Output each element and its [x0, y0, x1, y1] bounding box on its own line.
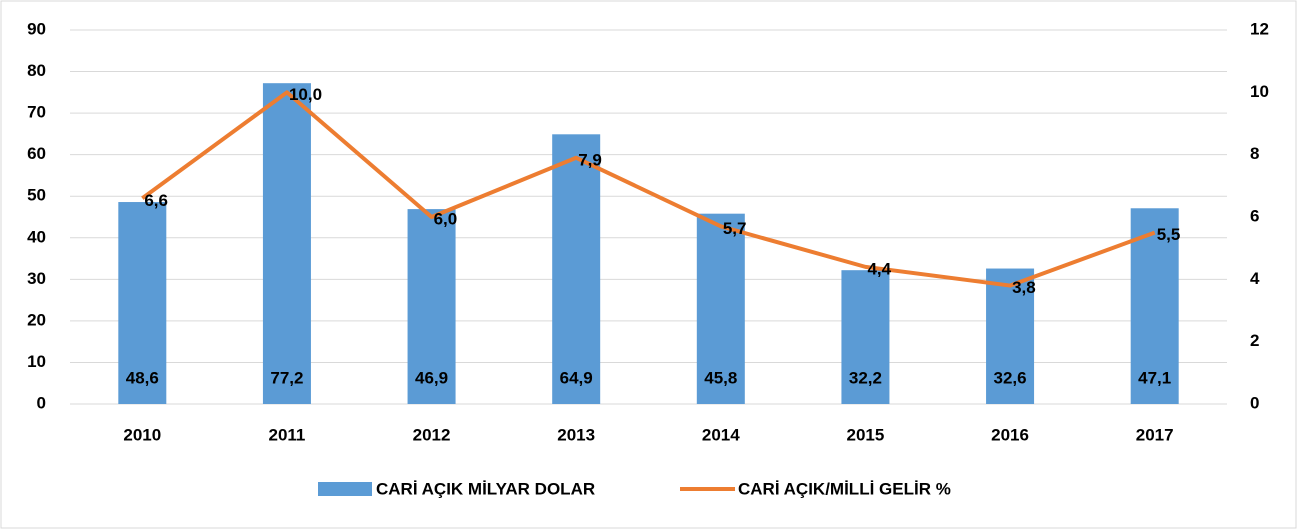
legend-label: CARİ AÇIK MİLYAR DOLAR [376, 479, 595, 498]
y2-tick-label: 4 [1250, 269, 1260, 288]
bar-value-label: 77,2 [270, 368, 303, 387]
line-value-label: 7,9 [578, 150, 602, 169]
bar-value-label: 46,9 [415, 368, 448, 387]
x-tick-label: 2014 [702, 425, 740, 444]
line-value-label: 6,6 [144, 191, 168, 210]
bar [841, 270, 890, 404]
line [141, 90, 1156, 288]
legend-label: CARİ AÇIK/MİLLİ GELİR % [738, 479, 951, 498]
x-tick-label: 2012 [413, 425, 451, 444]
y2-tick-label: 0 [1250, 393, 1259, 412]
line-value-label: 3,8 [1012, 278, 1036, 297]
bar-value-label: 45,8 [704, 368, 737, 387]
bar [552, 134, 601, 404]
bar-value-label: 32,6 [994, 368, 1027, 387]
line-value-label: 4,4 [867, 259, 891, 278]
x-tick-label: 2011 [268, 425, 305, 444]
line-value-label: 6,0 [434, 209, 458, 228]
y2-tick-label: 8 [1250, 144, 1259, 163]
bar [696, 213, 745, 404]
y-tick-label: 30 [27, 269, 46, 288]
line-value-label: 5,5 [1157, 225, 1181, 244]
y-tick-label: 50 [27, 186, 46, 205]
y2-tick-label: 12 [1250, 19, 1269, 38]
y-tick-label: 20 [27, 310, 46, 329]
y-tick-label: 0 [37, 393, 46, 412]
x-tick-label: 2013 [557, 425, 595, 444]
x-tick-label: 2010 [123, 425, 161, 444]
bar [986, 268, 1035, 404]
y-tick-label: 10 [27, 352, 46, 371]
bar-value-label: 48,6 [126, 368, 159, 387]
bar [262, 83, 311, 405]
bar [407, 209, 456, 404]
y-tick-label: 90 [27, 19, 46, 38]
y-tick-label: 80 [27, 61, 46, 80]
y2-tick-label: 2 [1250, 331, 1259, 350]
bar-value-label: 32,2 [849, 368, 882, 387]
line-value-label: 5,7 [723, 219, 747, 238]
bar [118, 202, 167, 404]
bar-value-label: 47,1 [1138, 368, 1171, 387]
bar-value-label: 64,9 [560, 368, 593, 387]
legend-swatch [318, 482, 372, 496]
y-tick-label: 60 [27, 144, 46, 163]
bar [1130, 208, 1179, 404]
y2-tick-label: 6 [1250, 206, 1259, 225]
y-tick-label: 70 [27, 103, 46, 122]
x-tick-label: 2016 [991, 425, 1029, 444]
x-tick-label: 2015 [847, 425, 885, 444]
x-tick-label: 2017 [1136, 425, 1174, 444]
line-value-label: 10,0 [289, 85, 322, 104]
y-tick-label: 40 [27, 227, 46, 246]
y2-tick-label: 10 [1250, 82, 1269, 101]
